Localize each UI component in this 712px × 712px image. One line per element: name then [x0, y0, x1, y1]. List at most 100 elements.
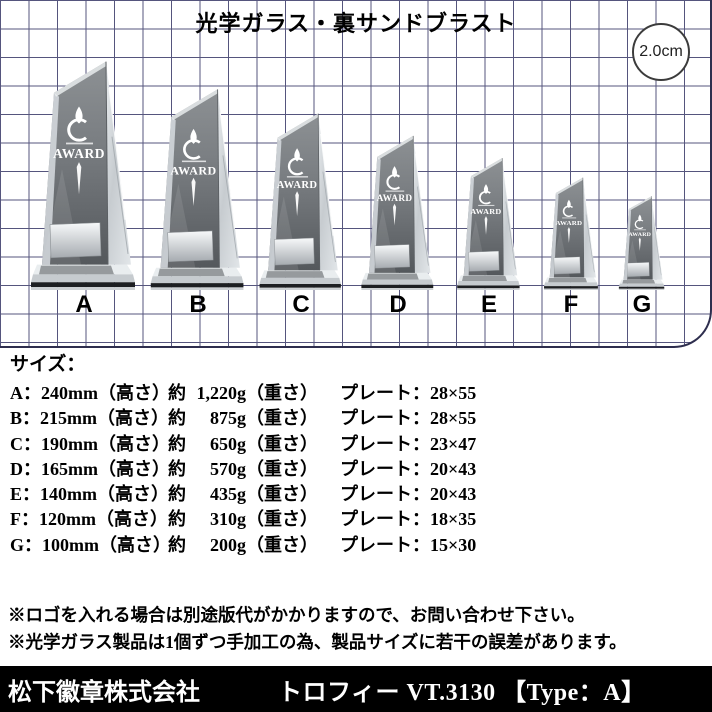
- size-approx-label: 約: [168, 484, 186, 505]
- trophy-label-E: E: [480, 291, 497, 318]
- trophy-prism-wing: [579, 177, 596, 278]
- size-row-B: B：215mm（高さ）約 875g （重さ） プレート：28×55: [10, 406, 476, 431]
- size-height-spec: B：215mm（高さ）: [10, 408, 169, 429]
- size-height-spec: A：240mm（高さ）: [10, 383, 170, 403]
- size-row-F: F：120mm（高さ）約 310g （重さ） プレート：18×35: [10, 507, 476, 532]
- company-name: 松下徽章株式会社: [8, 679, 200, 706]
- size-height-spec: D：165mm（高さ）: [10, 458, 170, 479]
- award-logo-text: AWARD: [170, 164, 216, 178]
- award-logo-text: AWARD: [555, 220, 582, 227]
- size-weight-unit: （重さ）: [246, 509, 318, 530]
- trophy-prism-wing: [213, 89, 240, 268]
- trophy-G: AWARD: [618, 189, 666, 290]
- size-row-D: D：165mm（高さ）約 570g （重さ） プレート：20×43: [10, 457, 476, 482]
- size-weight-unit: （重さ）: [246, 383, 318, 403]
- trophy-label-C: C: [292, 291, 310, 318]
- award-logo-text: AWARD: [377, 193, 413, 203]
- trophy-base: [150, 267, 244, 290]
- trophy-E: AWARD: [456, 148, 522, 290]
- trophy-base: [618, 279, 665, 290]
- size-plate-spec: プレート：20×43: [340, 484, 477, 505]
- size-weight-unit: （重さ）: [246, 534, 318, 555]
- size-row-E: E：140mm（高さ）約 435g （重さ） プレート：20×43: [10, 482, 476, 507]
- award-logo-text: AWARD: [470, 207, 501, 216]
- note-1: ※ロゴを入れる場合は別途版代がかかりますので、お問い合わせ下さい。: [8, 605, 585, 625]
- size-plate-spec: プレート：23×47: [340, 433, 477, 454]
- trophy-plate: [374, 244, 410, 269]
- award-torch-logo: AWARD: [53, 106, 105, 195]
- size-weight-value: 310g: [210, 509, 246, 530]
- size-plate-spec: プレート：28×55: [340, 383, 477, 403]
- award-torch-logo: AWARD: [470, 184, 501, 235]
- trophy-D: AWARD: [360, 124, 436, 290]
- trophy-prism-wing: [409, 135, 431, 273]
- size-weight-unit: （重さ）: [246, 484, 318, 505]
- size-plate-spec: プレート：18×35: [340, 509, 477, 530]
- trophy-graphic: AWARD: [150, 89, 244, 290]
- size-weight-value: 200g: [210, 534, 246, 555]
- trophy-label-A: A: [75, 291, 93, 318]
- trophy-base: [31, 264, 135, 290]
- trophy-graphic: AWARD: [361, 135, 434, 290]
- trophy-graphic: AWARD: [543, 177, 598, 290]
- trophy-F: AWARD: [543, 169, 600, 290]
- trophy-plate: [49, 222, 102, 259]
- size-weight-value: 435g: [210, 484, 246, 505]
- award-logo-text: AWARD: [628, 232, 651, 238]
- trophy-display-area: AWARD A AWAR: [0, 0, 712, 348]
- trophy-C: AWARD: [258, 100, 344, 290]
- size-weight-value: 875g: [210, 408, 246, 429]
- note-2: ※光学ガラス製品は1個ずつ手加工の為、製品サイズに若干の誤差があります。: [8, 632, 627, 652]
- award-logo-text: AWARD: [53, 146, 105, 161]
- trophy-prism-wing: [499, 158, 518, 276]
- size-weight-value: 570g: [210, 458, 246, 479]
- size-approx-label: 約: [168, 458, 186, 479]
- trophy-base: [457, 275, 520, 290]
- page-title: 光学ガラス・裏サンドブラスト: [195, 11, 517, 36]
- size-weight-value: 1,220g: [196, 383, 247, 403]
- award-torch-logo: AWARD: [628, 214, 651, 251]
- size-weight-unit: （重さ）: [246, 458, 318, 479]
- size-row-G: G：100mm（高さ）約 200g （重さ） プレート：15×30: [10, 533, 476, 558]
- trophy-graphic: AWARD: [457, 158, 520, 290]
- trophy-base: [259, 270, 341, 290]
- trophy-B: AWARD: [149, 74, 247, 290]
- award-torch-logo: AWARD: [555, 199, 582, 243]
- size-row-C: C：190mm（高さ）約 650g （重さ） プレート：23×47: [10, 432, 476, 457]
- notes-section: ※ロゴを入れる場合は別途版代がかかりますので、お問い合わせ下さい。 ※光学ガラス製…: [8, 602, 627, 656]
- size-approx-label: 約: [168, 509, 186, 530]
- size-approx-label: 約: [168, 383, 186, 403]
- trophy-graphic: AWARD: [259, 113, 341, 290]
- trophy-plate: [627, 262, 650, 277]
- size-height-spec: G：100mm（高さ）: [10, 534, 171, 555]
- size-approx-label: 約: [168, 534, 186, 555]
- size-height-spec: E：140mm（高さ）: [10, 484, 169, 505]
- footer-bar: 松下徽章株式会社 トロフィー VT.3130 【Type：A】: [0, 666, 712, 712]
- size-row-A: A：240mm（高さ）約 1,220g （重さ） プレート：28×55: [10, 381, 476, 406]
- size-height-spec: F：120mm（高さ）: [10, 509, 168, 530]
- trophy-A: AWARD: [29, 44, 139, 290]
- scale-badge-label: 2.0cm: [639, 43, 683, 60]
- trophy-label-G: G: [632, 291, 652, 318]
- size-plate-spec: プレート：20×43: [340, 458, 477, 479]
- award-torch-logo: AWARD: [377, 166, 413, 226]
- trophy-graphic: AWARD: [31, 61, 135, 290]
- size-spec-section: サイズ： A：240mm（高さ）約 1,220g （重さ） プレート：28×55 B：2…: [10, 352, 476, 558]
- size-plate-spec: プレート：15×30: [340, 534, 477, 555]
- trophy-label-D: D: [389, 291, 407, 318]
- size-weight-unit: （重さ）: [246, 433, 318, 454]
- trophy-label-F: F: [563, 291, 579, 318]
- trophy-prism-wing: [101, 61, 131, 265]
- award-torch-logo: AWARD: [277, 148, 317, 217]
- award-torch-logo: AWARD: [170, 128, 216, 206]
- size-approx-label: 約: [168, 408, 186, 429]
- size-approx-label: 約: [168, 433, 186, 454]
- trophy-plate: [553, 256, 580, 275]
- trophy-prism-wing: [314, 113, 338, 271]
- trophy-base: [361, 272, 434, 290]
- scale-badge: 2.0cm: [632, 23, 690, 81]
- trophy-plate: [167, 230, 214, 262]
- trophy-base: [543, 277, 598, 290]
- size-height-spec: C：190mm（高さ）: [10, 433, 170, 454]
